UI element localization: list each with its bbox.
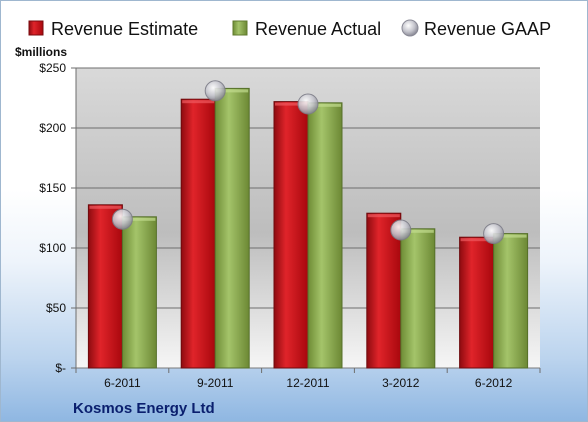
y-tick-label: $100 bbox=[39, 241, 66, 255]
legend-label-revenue-gaap: Revenue GAAP bbox=[424, 19, 551, 39]
bar-revenue-actual-6-2012 bbox=[493, 233, 529, 369]
bar-highlight bbox=[494, 234, 527, 238]
y-axis-ticks: $- $50 $100 $150 $200 $250 bbox=[39, 61, 66, 375]
legend-label-revenue-estimate: Revenue Estimate bbox=[51, 19, 198, 39]
bar-revenue-actual-3-2012 bbox=[400, 228, 436, 369]
marker-revenue-gaap-6-2012 bbox=[483, 223, 505, 245]
company-name: Kosmos Energy Ltd bbox=[73, 400, 215, 417]
legend-swatch-revenue-gaap bbox=[401, 19, 419, 37]
x-tick-label: 12-2011 bbox=[286, 376, 329, 390]
bar-revenue-actual-12-2011 bbox=[307, 102, 343, 369]
marker-revenue-gaap-12-2011 bbox=[297, 93, 319, 115]
x-tick-label: 9-2011 bbox=[197, 376, 234, 390]
gaap-markers bbox=[111, 80, 505, 245]
bar-highlight bbox=[460, 238, 493, 242]
bar-highlight bbox=[401, 229, 434, 233]
bar-highlight bbox=[182, 100, 215, 104]
bar-highlight bbox=[309, 103, 341, 107]
x-axis-ticks: 6-2011 9-2011 12-2011 3-2012 6-2012 bbox=[75, 368, 541, 390]
bar-revenue-estimate-6-2012 bbox=[459, 236, 495, 369]
bar-highlight bbox=[367, 214, 400, 218]
y-tick-label: $- bbox=[55, 361, 66, 375]
bar-revenue-estimate-12-2011 bbox=[273, 101, 309, 369]
legend-label-revenue-actual: Revenue Actual bbox=[255, 19, 381, 39]
bar-highlight bbox=[89, 205, 122, 209]
marker-revenue-gaap-3-2012 bbox=[390, 219, 412, 241]
y-axis-unit-label: $millions bbox=[15, 45, 67, 59]
y-tick-label: $50 bbox=[46, 301, 66, 315]
bar-revenue-estimate-6-2011 bbox=[87, 204, 123, 369]
bars bbox=[87, 87, 529, 369]
marker-revenue-gaap-6-2011 bbox=[111, 208, 133, 230]
x-tick-label: 6-2011 bbox=[104, 376, 141, 390]
x-tick-label: 3-2012 bbox=[382, 376, 420, 390]
legend-swatch-revenue-estimate bbox=[28, 20, 44, 36]
y-tick-label: $150 bbox=[39, 181, 66, 195]
bar-revenue-actual-9-2011 bbox=[214, 87, 250, 369]
bar-highlight bbox=[275, 102, 307, 106]
x-tick-label: 6-2012 bbox=[475, 376, 513, 390]
bar-revenue-actual-6-2011 bbox=[121, 216, 157, 369]
marker-revenue-gaap-9-2011 bbox=[204, 80, 226, 102]
legend: Revenue Estimate Revenue Actual Revenue GA… bbox=[28, 19, 551, 39]
bar-highlight bbox=[123, 217, 156, 221]
y-tick-label: $250 bbox=[39, 61, 66, 75]
bar-revenue-estimate-9-2011 bbox=[180, 98, 216, 369]
bar-highlight bbox=[216, 89, 249, 93]
legend-swatch-revenue-actual bbox=[232, 20, 248, 36]
y-tick-label: $200 bbox=[39, 121, 66, 135]
